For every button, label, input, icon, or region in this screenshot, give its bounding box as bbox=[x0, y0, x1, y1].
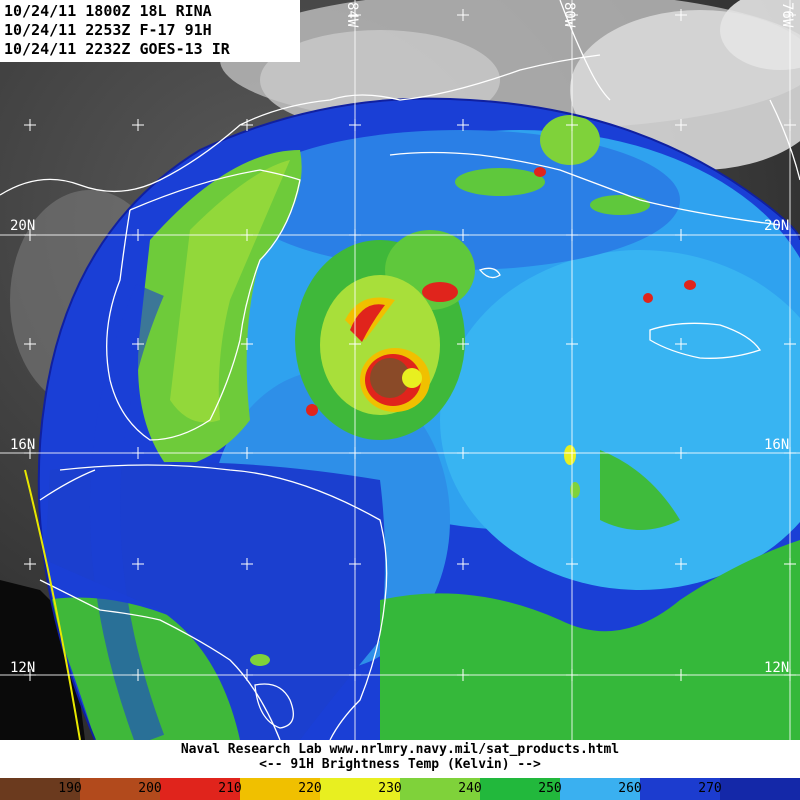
microwave-imagery-map bbox=[0, 0, 800, 740]
lon-label-84w: 84W bbox=[344, 2, 360, 28]
color-scale-bar bbox=[0, 778, 800, 800]
colorbar-segment bbox=[560, 778, 640, 800]
colorbar-tick-label: 240 bbox=[458, 781, 482, 796]
colorbar-segment bbox=[160, 778, 240, 800]
header-line-storm: 10/24/11 1800Z 18L RINA bbox=[4, 2, 212, 20]
colorbar-tick-label: 200 bbox=[138, 781, 162, 796]
header-line-microwave: 10/24/11 2253Z F-17 91H bbox=[4, 21, 212, 39]
lat-label-16n-left: 16N bbox=[10, 437, 36, 453]
colorbar-segment bbox=[80, 778, 160, 800]
colorbar-tick-label: 270 bbox=[698, 781, 722, 796]
footer-panel bbox=[0, 740, 800, 778]
colorbar-tick-label: 260 bbox=[618, 781, 642, 796]
grid-crosses bbox=[24, 9, 796, 681]
microwave-swath bbox=[38, 98, 800, 740]
colorbar-segment bbox=[480, 778, 560, 800]
lat-label-12n-left: 12N bbox=[10, 660, 36, 676]
colorbar-tick-label: 210 bbox=[218, 781, 242, 796]
colorbar-segment bbox=[400, 778, 480, 800]
colorbar-segment bbox=[240, 778, 320, 800]
colorbar-tick-label: 190 bbox=[58, 781, 82, 796]
colorbar-tick-label: 230 bbox=[378, 781, 402, 796]
lon-label-76w: 76W bbox=[779, 2, 795, 28]
coastlines bbox=[0, 0, 800, 740]
lat-label-20n-right: 20N bbox=[764, 218, 790, 234]
lat-label-20n-left: 20N bbox=[10, 218, 36, 234]
product-header: 10/24/11 1800Z 18L RINA 10/24/11 2253Z F… bbox=[0, 0, 300, 62]
lon-label-80w: 80W bbox=[561, 2, 577, 28]
lat-label-16n-right: 16N bbox=[764, 437, 790, 453]
colorbar-tick-label: 220 bbox=[298, 781, 322, 796]
colorbar-segment bbox=[320, 778, 400, 800]
header-line-ir: 10/24/11 2232Z GOES-13 IR bbox=[4, 40, 230, 58]
storm-track-line bbox=[24, 469, 81, 740]
colorbar-title: <-- 91H Brightness Temp (Kelvin) --> bbox=[259, 757, 541, 772]
colorbar-tick-label: 250 bbox=[538, 781, 562, 796]
ir-cloud-field bbox=[10, 0, 800, 410]
colorbar-segment bbox=[720, 778, 800, 800]
swath-edge bbox=[37, 97, 800, 740]
colorbar-segment bbox=[0, 778, 80, 800]
colorbar-segment bbox=[640, 778, 720, 800]
lat-label-12n-right: 12N bbox=[764, 660, 790, 676]
credit-line: Naval Research Lab www.nrlmry.navy.mil/s… bbox=[180, 742, 620, 757]
